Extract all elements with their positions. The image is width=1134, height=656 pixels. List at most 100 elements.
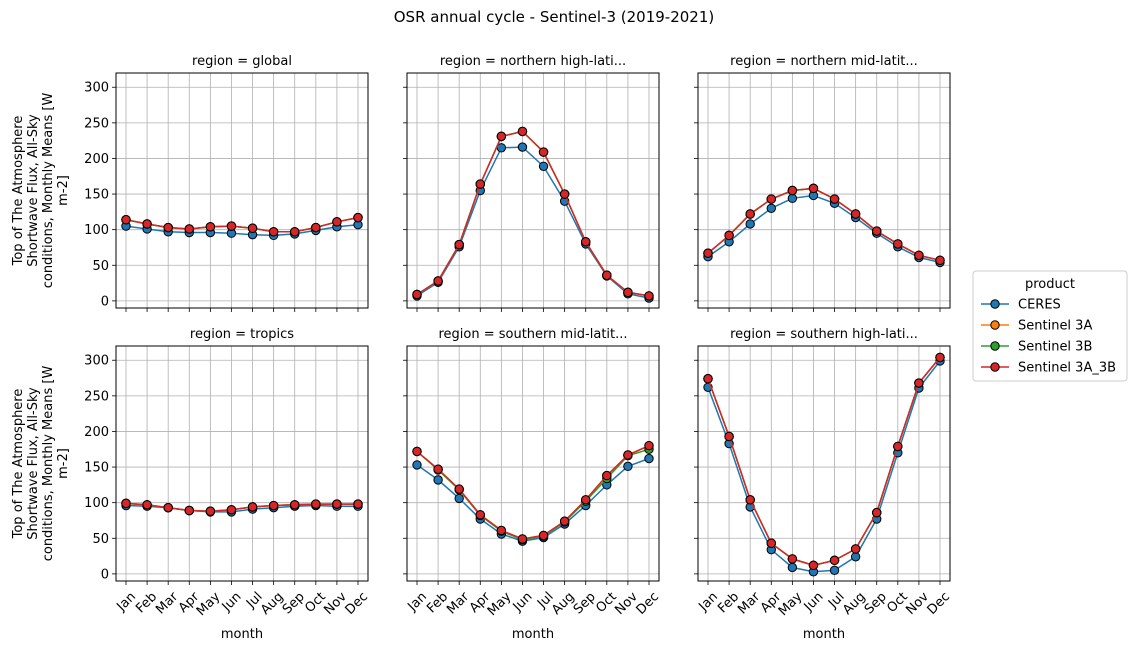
- panel-6-data-point: [787, 562, 798, 573]
- panel-6-data-point: [766, 538, 776, 548]
- panel-5-data-point: [517, 534, 528, 544]
- panel-4-data-point: [184, 505, 194, 516]
- legend-title: product: [1025, 277, 1075, 292]
- panel-3-data-point: [766, 203, 776, 214]
- panel-2-data-point: [623, 287, 633, 298]
- panel-5-frame: [406, 345, 660, 582]
- legend-label: CERES: [1018, 298, 1061, 313]
- x-tick-label: Jan: [405, 589, 430, 614]
- panel-6-frame: [697, 345, 951, 582]
- legend-label: Sentinel 3A: [1018, 319, 1092, 334]
- panel-3-data-point: [766, 194, 776, 204]
- panel-1-data-point: [311, 222, 321, 233]
- panel-6-data-point: [724, 431, 734, 442]
- y-axis-label: Top of The AtmosphereShortwave Flux, All…: [11, 93, 71, 289]
- panel-3-data-point: [829, 194, 840, 204]
- y-tick-label: 250: [84, 389, 109, 404]
- y-tick-label: 300: [84, 81, 109, 96]
- panel-5-data-point: [538, 530, 549, 541]
- y-tick-label: 150: [84, 461, 109, 476]
- panel-5-data-point: [496, 525, 507, 536]
- panel-1-data-point: [268, 227, 279, 237]
- panel-1-data-point: [142, 219, 152, 229]
- panel-4-data-point: [142, 500, 152, 510]
- panel-3-data-point: [745, 219, 755, 229]
- y-tick-label: 300: [84, 354, 109, 369]
- panel-5-data-point: [433, 464, 443, 474]
- panel-6-series-line: [707, 356, 941, 567]
- panel-1-data-point: [290, 227, 300, 237]
- panel-1-frame: [115, 72, 369, 309]
- panel-4-data-point: [247, 502, 258, 512]
- panel-2-data-point: [517, 126, 528, 137]
- x-tick-label: Dec: [634, 589, 662, 617]
- panel-5-data-point: [475, 510, 485, 520]
- panel-2-data-point: [517, 142, 528, 152]
- x-tick-label: Jun: [510, 589, 536, 615]
- panel-1-data-point: [121, 214, 131, 225]
- panel-1-data-point: [163, 222, 173, 233]
- panel-2-data-point: [538, 161, 549, 171]
- y-axis-label-line: Shortwave Flux, All-Sky: [26, 114, 41, 267]
- x-axis-label: month: [221, 627, 263, 642]
- panel-5-data-point: [581, 495, 591, 505]
- panel-3-data-point: [724, 230, 734, 241]
- panel-6-series-line: [707, 356, 941, 567]
- panel-3-data-point: [808, 183, 819, 194]
- panel-6-data-point: [850, 544, 861, 554]
- panel-5-data-point: [623, 461, 633, 472]
- panel-3-data-point: [914, 250, 924, 261]
- legend-marker: [990, 362, 1000, 372]
- panel-6-series-line: [707, 360, 941, 573]
- panel-6-data-point: [935, 352, 945, 363]
- panel-6-data-point: [914, 378, 924, 388]
- panel-5-data-point: [623, 450, 633, 460]
- panel-4-data-point: [290, 500, 300, 510]
- panel-4-data-point: [268, 500, 279, 511]
- panel-2-data-point: [644, 291, 654, 301]
- panel-5-data-point: [644, 440, 654, 451]
- y-axis-label-line: Top of The Atmosphere: [11, 389, 26, 540]
- panel-2-data-point: [559, 189, 570, 199]
- legend-marker: [990, 299, 1000, 309]
- panel-4-data-point: [205, 506, 216, 516]
- panel-1-title: region = global: [192, 54, 292, 69]
- panel-2-data-point: [433, 276, 443, 286]
- panel-4-data-point: [226, 505, 237, 515]
- panel-1-data-point: [226, 221, 237, 231]
- panel-2-title: region = northern high-lati...: [440, 54, 626, 69]
- panel-6-data-point: [808, 560, 819, 571]
- panel-6-data-point: [893, 441, 903, 452]
- panel-5-data-point: [412, 460, 422, 470]
- panel-2-data-point: [602, 270, 612, 280]
- panel-2-series-line: [416, 146, 650, 299]
- panel-6-data-point: [850, 552, 861, 562]
- panel-6-data-point: [703, 374, 713, 384]
- y-tick-label: 100: [84, 496, 109, 511]
- y-tick-label: 50: [92, 532, 109, 547]
- panel-3-data-point: [935, 255, 945, 265]
- panel-6-data-point: [745, 495, 755, 505]
- panel-5-data-point: [454, 493, 464, 504]
- panel-2-data-point: [496, 131, 507, 142]
- x-axis-label: month: [803, 627, 845, 642]
- panel-5-data-point: [602, 470, 612, 481]
- panel-5-series-line: [416, 448, 650, 541]
- y-tick-label: 200: [84, 152, 109, 167]
- panel-2-data-point: [412, 289, 422, 300]
- panel-4-data-point: [311, 499, 321, 509]
- panel-3-title: region = northern mid-latit...: [730, 54, 918, 69]
- y-axis-label-line: m-2]: [56, 448, 71, 479]
- panel-5-title: region = southern mid-latit...: [438, 327, 627, 342]
- panel-4-data-point: [353, 499, 363, 509]
- panel-3-data-point: [703, 248, 713, 258]
- panel-3-data-point: [850, 209, 861, 219]
- y-axis-label-line: conditions, Monthly Means [W: [41, 93, 56, 289]
- panel-4-title: region = tropics: [190, 327, 294, 342]
- panel-4-data-point: [332, 499, 342, 509]
- y-tick-label: 0: [101, 567, 109, 582]
- x-tick-label: Jun: [219, 589, 245, 615]
- y-tick-label: 150: [84, 188, 109, 203]
- panel-3-frame: [697, 72, 951, 309]
- panel-5-data-point: [412, 446, 422, 457]
